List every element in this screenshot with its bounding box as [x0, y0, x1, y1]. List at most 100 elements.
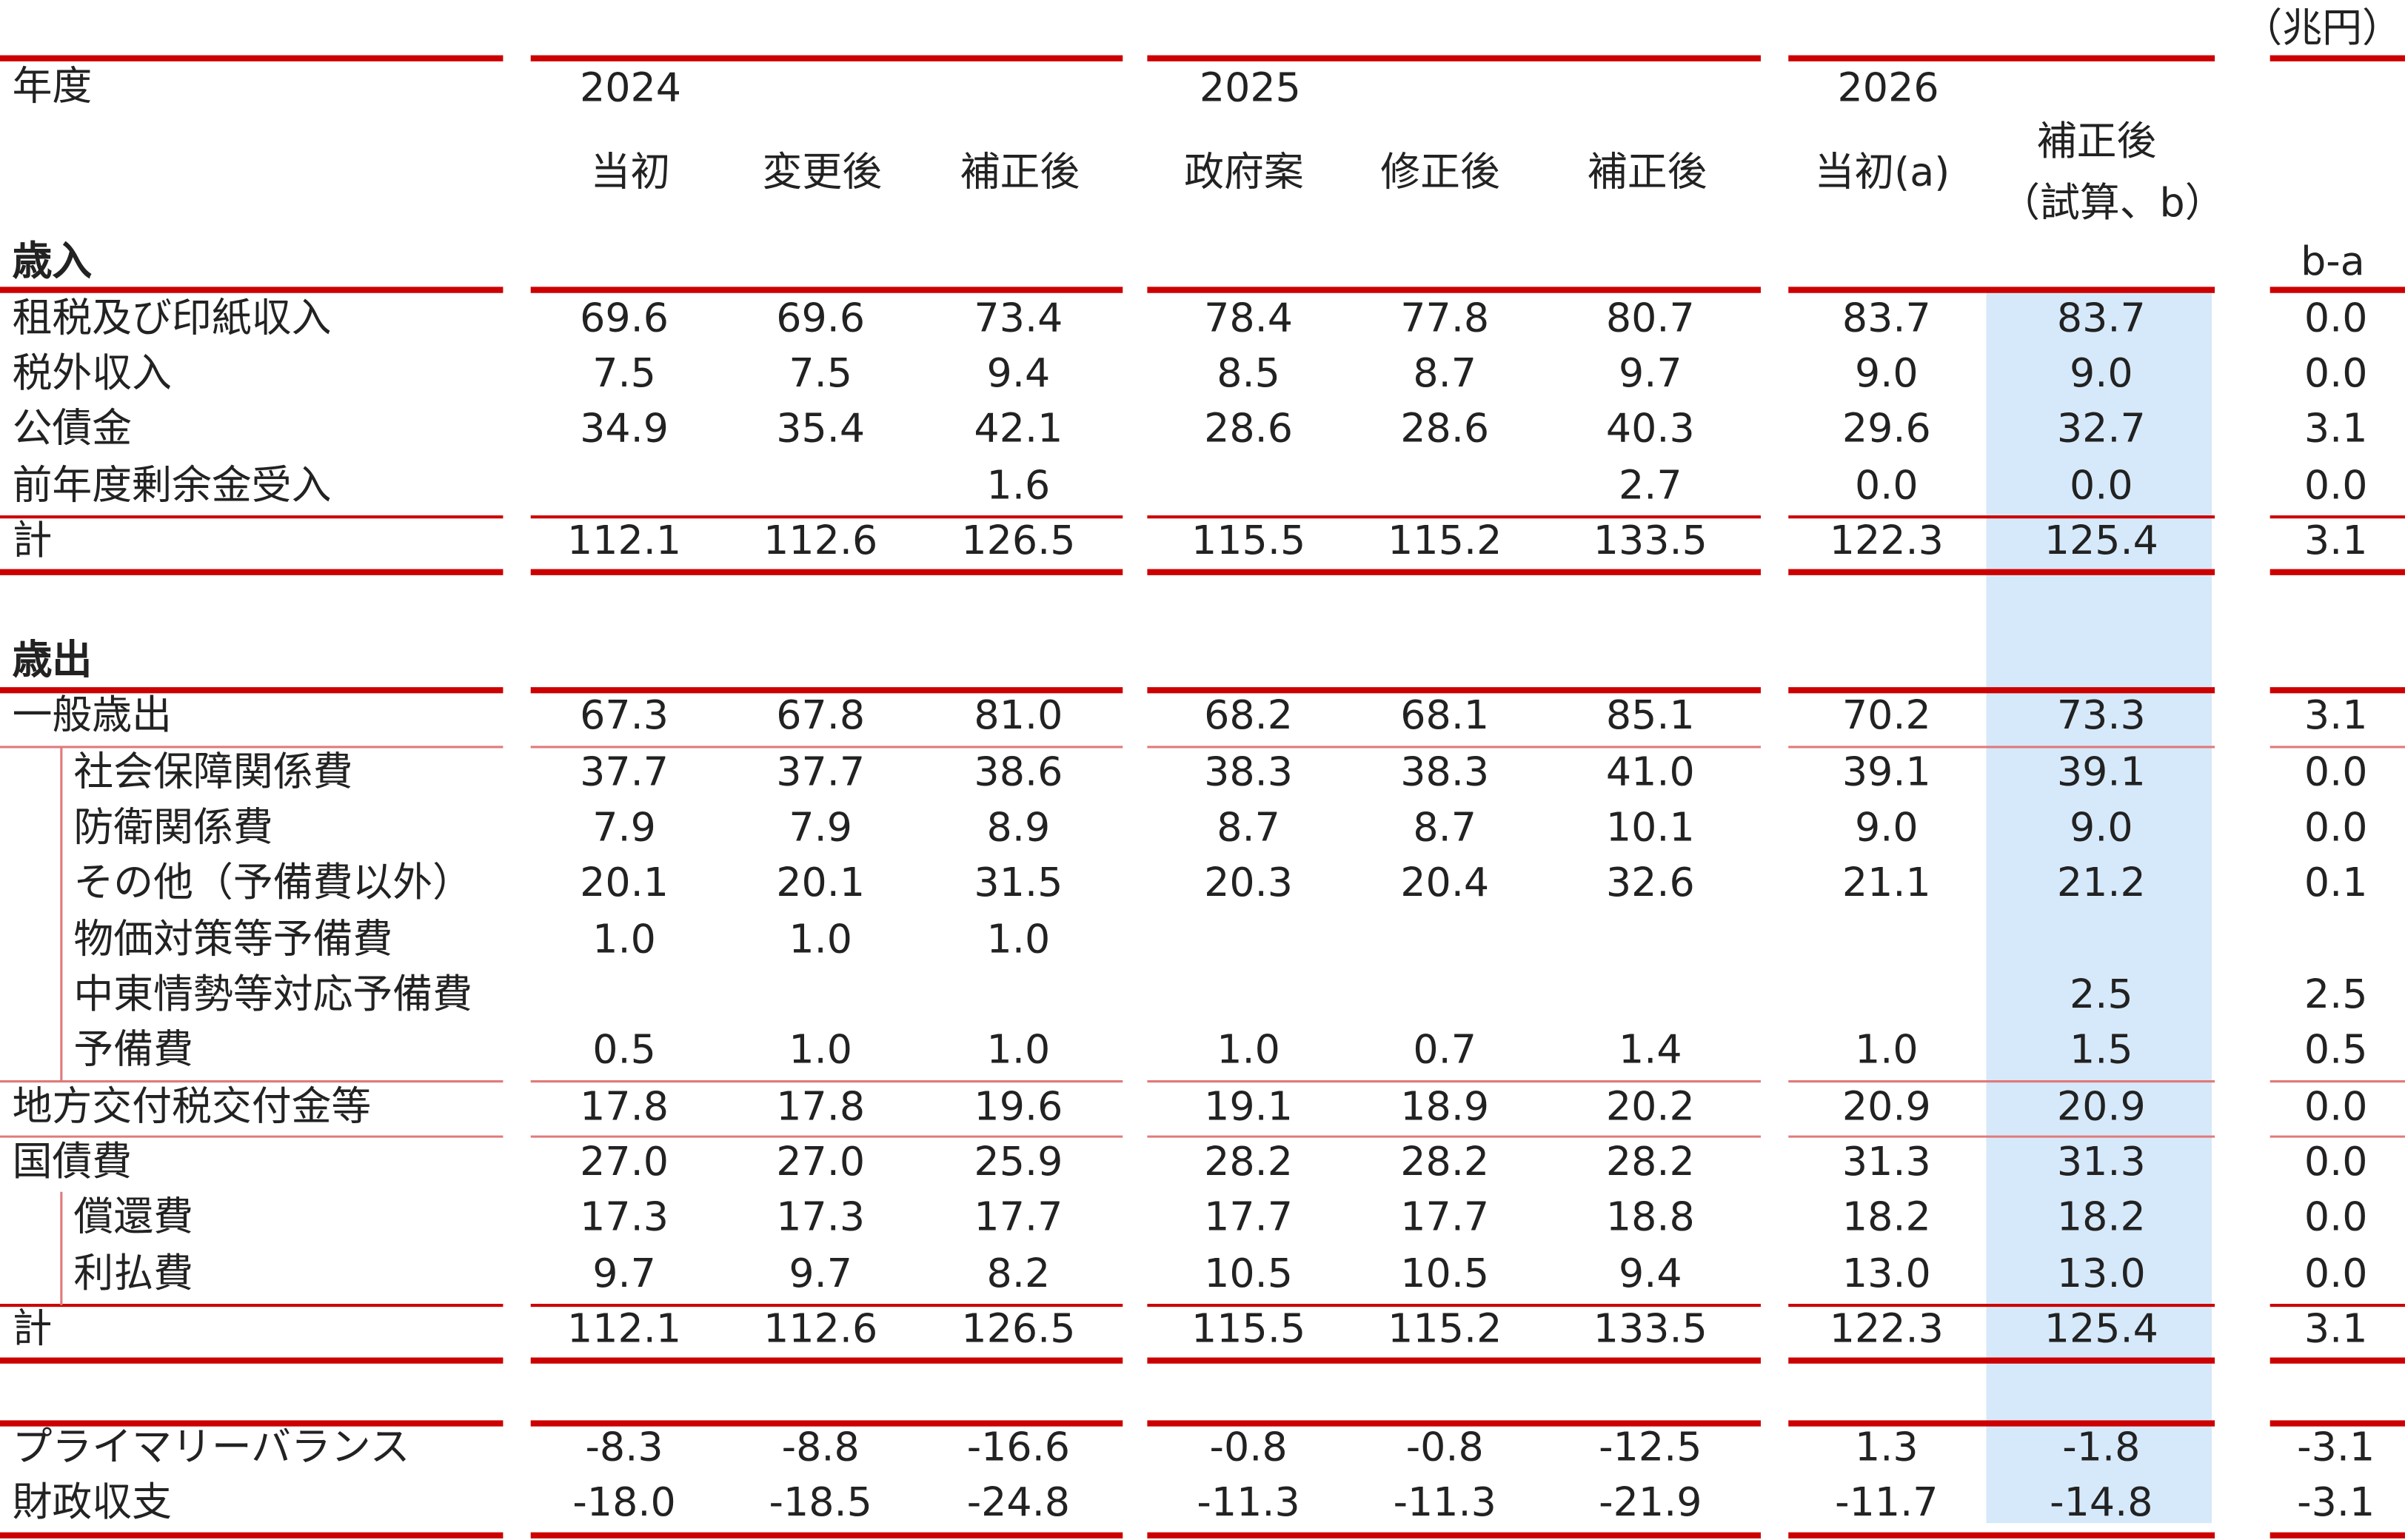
expenditure-row-value: 70.2	[1842, 693, 1931, 740]
column-header-government-draft-2025: 政府案	[1184, 150, 1304, 197]
revenue-row-label: 公債金	[12, 406, 133, 453]
expenditure-row-value: 39.1	[2056, 750, 2146, 797]
balance-row-value: -3.1	[2297, 1424, 2375, 1471]
revenue-row-value: 80.7	[1605, 295, 1695, 342]
expenditure-row-value: 37.7	[776, 750, 866, 797]
expenditure-row-value: 13.0	[1842, 1251, 1931, 1298]
expenditure-row-value: 2.5	[2304, 972, 2368, 1019]
revenue-row-value: 9.0	[1854, 351, 1919, 398]
expenditure-row-value: 19.6	[974, 1084, 1063, 1131]
revenue-row-value: 40.3	[1605, 406, 1695, 453]
expenditure-row-value: 10.1	[1605, 805, 1695, 851]
revenue-row-value: 34.9	[580, 406, 669, 453]
revenue-row-value: 29.6	[1842, 406, 1931, 453]
expenditure-row-value: 1.0	[789, 1028, 853, 1074]
revenue-row-value: 0.0	[2304, 463, 2368, 509]
balance-row-value: -11.3	[1197, 1480, 1300, 1527]
expenditure-row-value: 0.5	[2304, 1028, 2368, 1074]
expenditure-row-value: 0.1	[2304, 860, 2368, 907]
expenditure-row-value: 20.9	[2056, 1084, 2146, 1131]
expenditure-row-value: 9.4	[1618, 1251, 1682, 1298]
expenditure-row-value: 0.0	[2304, 1139, 2368, 1186]
expenditure-row-label: 利払費	[73, 1251, 194, 1298]
revenue-row-value: 69.6	[580, 295, 669, 342]
expenditure-row-value: 1.5	[2069, 1028, 2133, 1074]
revenue-row-value: 9.7	[1618, 351, 1682, 398]
expenditure-row-value: 9.7	[789, 1251, 853, 1298]
expenditure-row-value: 68.1	[1400, 693, 1490, 740]
column-header-supplementary-2024: 補正後	[960, 150, 1080, 197]
balance-row-value: -11.7	[1835, 1480, 1939, 1527]
expenditure-row-value: 9.7	[592, 1251, 656, 1298]
expenditure-row-value: 85.1	[1605, 693, 1695, 740]
expenditure-row-value: 17.7	[1400, 1194, 1490, 1242]
revenue-total-row-value: 3.1	[2304, 518, 2368, 565]
revenue-row-value: 73.4	[974, 295, 1063, 342]
expenditure-row-value: 2.5	[2069, 972, 2133, 1019]
expenditure-row-value: 0.5	[592, 1028, 656, 1074]
expenditure-row-value: 7.9	[789, 805, 853, 851]
column-header-initial-2024: 当初	[590, 150, 671, 197]
expenditure-row-label: 国債費	[12, 1139, 133, 1186]
expenditure-total-row-value: 115.2	[1388, 1307, 1502, 1353]
expenditure-row-value: 1.0	[1217, 1028, 1280, 1074]
expenditure-row-value: 28.2	[1605, 1139, 1695, 1186]
expenditure-row-value: 1.0	[789, 917, 853, 964]
expenditure-total-row-value: 126.5	[961, 1307, 1076, 1353]
expenditure-row-value: 67.8	[776, 693, 866, 740]
revenue-row-value: 1.6	[986, 463, 1051, 509]
revenue-total-row-value: 122.3	[1829, 518, 1944, 565]
revenue-total-row-value: 133.5	[1593, 518, 1707, 565]
expenditure-row-label: 地方交付税交付金等	[12, 1084, 372, 1131]
expenditure-row-value: 25.9	[974, 1139, 1063, 1186]
balance-row-value: 1.3	[1854, 1424, 1919, 1471]
expenditure-row-value: 17.3	[580, 1194, 669, 1242]
revenue-row-value: 0.0	[2069, 463, 2133, 509]
revenue-total-row-value: 115.5	[1191, 518, 1306, 565]
revenue-row-value: 28.6	[1204, 406, 1294, 453]
revenue-row-value: 0.0	[2304, 351, 2368, 398]
expenditure-row-value: 39.1	[1842, 750, 1931, 797]
expenditure-row-value: 20.4	[1400, 860, 1490, 907]
expenditure-row-value: 38.3	[1204, 750, 1294, 797]
expenditure-row-value: 37.7	[580, 750, 669, 797]
year-2025: 2025	[1199, 66, 1301, 113]
expenditure-row-value: 68.2	[1204, 693, 1294, 740]
revenue-row-value: 8.7	[1413, 351, 1477, 398]
expenditure-total-row-label: 計	[12, 1307, 53, 1353]
expenditure-total-row-value: 125.4	[2044, 1307, 2158, 1353]
revenue-row-value: 9.0	[2069, 351, 2133, 398]
expenditure-row-value: 18.9	[1400, 1084, 1490, 1131]
revenue-row-value: 35.4	[776, 406, 866, 453]
expenditure-row-label: 中東情勢等対応予備費	[73, 972, 473, 1019]
expenditure-row-value: 1.0	[986, 1028, 1051, 1074]
expenditure-row-value: 0.0	[2304, 805, 2368, 851]
expenditure-row-value: 10.5	[1204, 1251, 1294, 1298]
expenditure-row-value: 31.5	[974, 860, 1063, 907]
expenditure-section-label: 歳出	[12, 637, 93, 684]
expenditure-row-value: 17.3	[776, 1194, 866, 1242]
column-header-initial-a-2026: 当初(a)	[1814, 150, 1950, 197]
unit-label: （兆円）	[2242, 6, 2402, 53]
revenue-row-value: 0.0	[2304, 295, 2368, 342]
expenditure-row-value: 17.8	[776, 1084, 866, 1131]
expenditure-row-value: 1.0	[1854, 1028, 1919, 1074]
expenditure-row-value: 0.0	[2304, 750, 2368, 797]
expenditure-row-value: 28.2	[1204, 1139, 1294, 1186]
expenditure-row-value: 20.3	[1204, 860, 1294, 907]
expenditure-row-value: 0.7	[1413, 1028, 1477, 1074]
expenditure-row-value: 27.0	[580, 1139, 669, 1186]
expenditure-row-label: 予備費	[73, 1028, 194, 1074]
expenditure-row-value: 21.1	[1842, 860, 1931, 907]
expenditure-row-value: 31.3	[2056, 1139, 2146, 1186]
balance-row-label: プライマリーバランス	[12, 1424, 410, 1471]
year-2024: 2024	[579, 66, 682, 113]
balance-row-value: -8.3	[585, 1424, 663, 1471]
column-header-supplementary-2025: 補正後	[1587, 150, 1707, 197]
revenue-row-value: 83.7	[1842, 295, 1931, 342]
balance-row-value: -3.1	[2297, 1480, 2375, 1527]
revenue-row-value: 77.8	[1400, 295, 1490, 342]
revenue-total-row-value: 112.1	[566, 518, 682, 565]
